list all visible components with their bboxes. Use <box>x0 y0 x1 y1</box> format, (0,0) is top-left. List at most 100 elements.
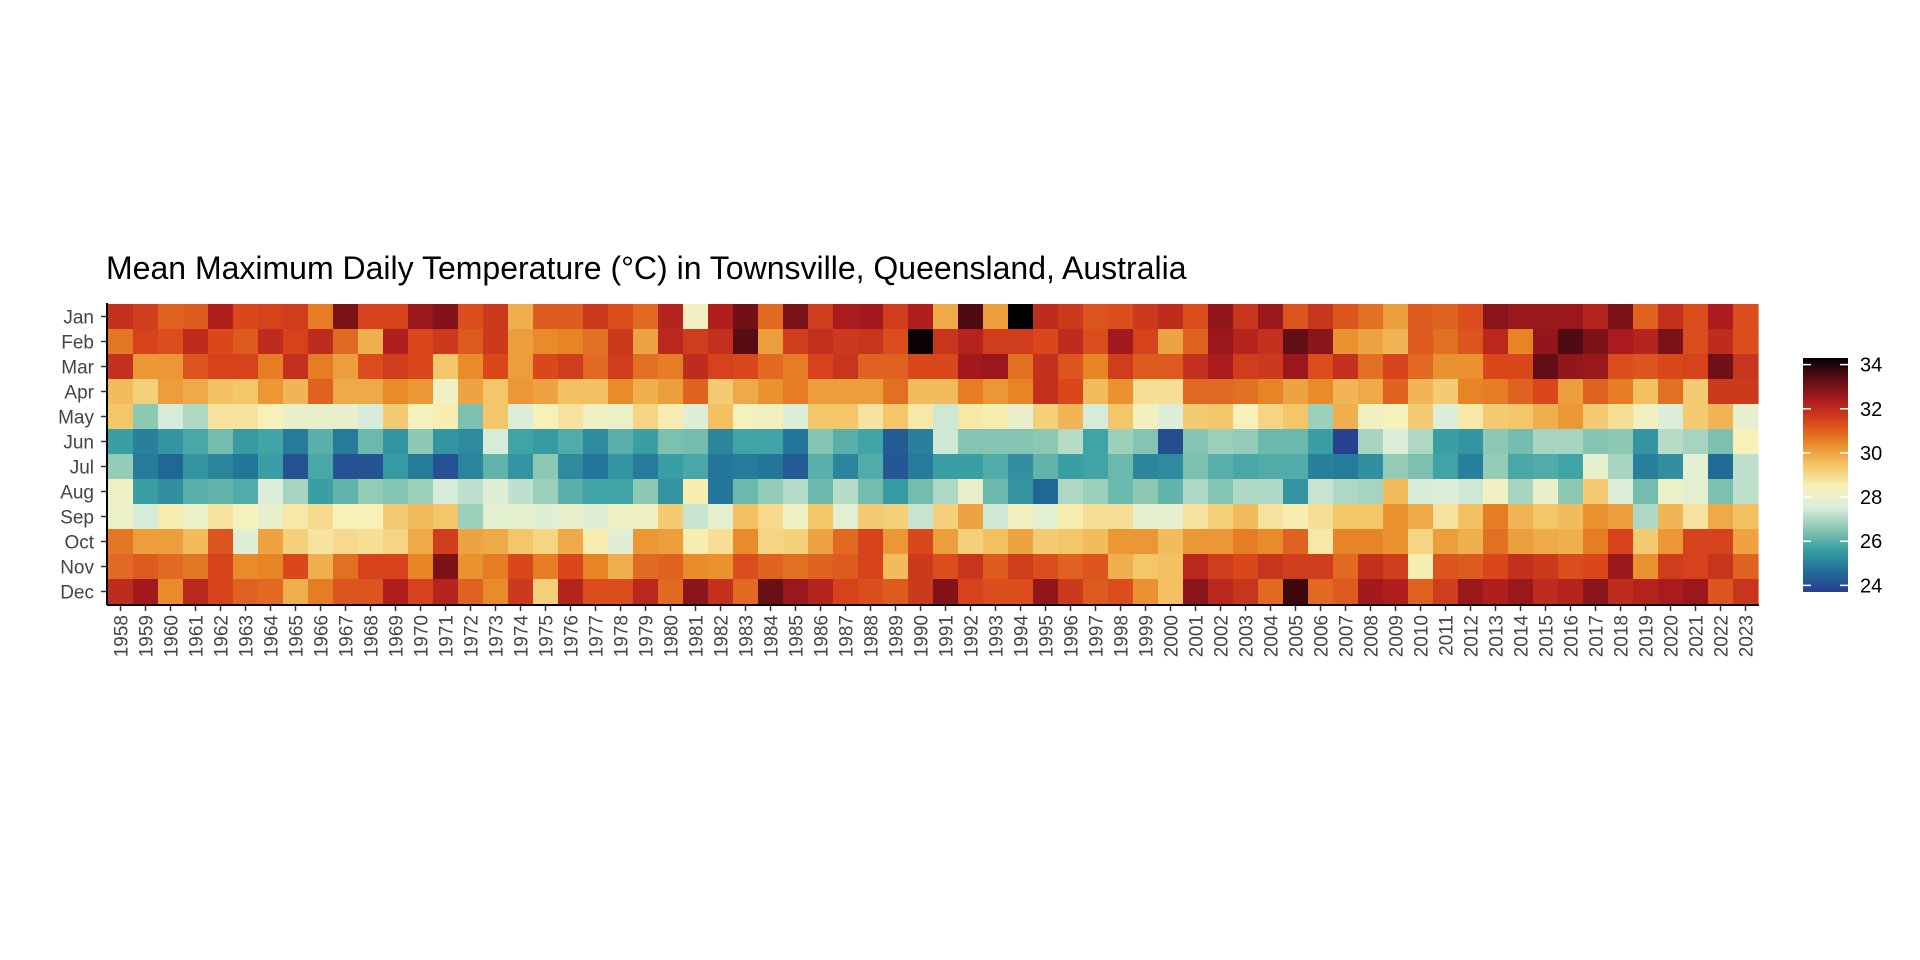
heatmap-cell <box>1708 529 1734 555</box>
heatmap-cell <box>708 479 734 505</box>
heatmap-cell <box>683 354 709 380</box>
heatmap-cell <box>958 354 984 380</box>
x-tick-label: 1960 <box>162 615 183 657</box>
heatmap-cell <box>283 504 309 530</box>
heatmap-cell <box>858 579 884 605</box>
heatmap-cell <box>883 479 909 505</box>
heatmap-cell <box>1283 554 1309 580</box>
x-tick-label: 1985 <box>787 615 808 657</box>
heatmap-cell <box>983 579 1009 605</box>
y-tick-label: Nov <box>60 558 94 579</box>
heatmap-cell <box>1283 529 1309 555</box>
heatmap-cell <box>1483 304 1509 330</box>
heatmap-cell <box>908 579 934 605</box>
x-tick-label: 2013 <box>1487 615 1508 657</box>
heatmap-cell <box>758 454 784 480</box>
heatmap-cell <box>283 379 309 405</box>
heatmap-cell <box>1533 554 1559 580</box>
heatmap-cell <box>1208 304 1234 330</box>
heatmap-cell <box>1358 504 1384 530</box>
x-tick-label: 2016 <box>1562 615 1583 657</box>
heatmap-cell <box>333 429 359 455</box>
heatmap-cell <box>1058 504 1084 530</box>
heatmap-cell <box>633 304 659 330</box>
heatmap-cell <box>1183 304 1209 330</box>
heatmap-cell <box>583 454 609 480</box>
heatmap-cell <box>833 554 859 580</box>
heatmap-cell <box>608 429 634 455</box>
heatmap-cell <box>1183 454 1209 480</box>
heatmap-cell <box>1558 504 1584 530</box>
heatmap-cell <box>533 354 559 380</box>
heatmap-cell <box>333 529 359 555</box>
heatmap-cell <box>858 404 884 430</box>
heatmap-cell <box>708 454 734 480</box>
heatmap-cell <box>133 404 159 430</box>
heatmap-cell <box>1733 379 1759 405</box>
heatmap-cell <box>1483 354 1509 380</box>
x-tick-label: 2000 <box>1162 615 1183 657</box>
x-tick-labels: 1958 1959 1960 1961 1962 1963 1964 1965 1966 1967… <box>112 605 1758 657</box>
heatmap-cell <box>608 404 634 430</box>
heatmap-cell <box>1083 354 1109 380</box>
heatmap-cell <box>1508 429 1534 455</box>
heatmap-cell <box>308 479 334 505</box>
heatmap-cell <box>1558 529 1584 555</box>
heatmap-cell <box>1108 529 1134 555</box>
heatmap-cell <box>1033 529 1059 555</box>
heatmap-cell <box>1458 479 1484 505</box>
heatmap-cell <box>1208 504 1234 530</box>
heatmap-cell <box>458 304 484 330</box>
heatmap-cell <box>1233 429 1259 455</box>
heatmap-cell <box>1733 454 1759 480</box>
heatmap-cell <box>258 454 284 480</box>
heatmap-cell <box>508 429 534 455</box>
heatmap-cell <box>108 504 134 530</box>
heatmap-cell <box>283 354 309 380</box>
heatmap-cell <box>1608 479 1634 505</box>
heatmap-cell <box>1108 379 1134 405</box>
heatmap-cell <box>1083 554 1109 580</box>
heatmap-cell <box>1333 329 1359 355</box>
x-tick-label: 2021 <box>1687 615 1708 657</box>
x-tick-label: 2011 <box>1437 615 1458 656</box>
heatmap-cell <box>383 529 409 555</box>
heatmap-cell <box>1283 504 1309 530</box>
heatmap-cell <box>933 329 959 355</box>
heatmap-cell <box>558 529 584 555</box>
heatmap-cell <box>658 454 684 480</box>
heatmap-cell <box>1483 329 1509 355</box>
heatmap-cell <box>1158 579 1184 605</box>
heatmap-cell <box>883 429 909 455</box>
heatmap-cell <box>183 504 209 530</box>
heatmap-cell <box>933 354 959 380</box>
heatmap-cell <box>158 504 184 530</box>
heatmap-cell <box>433 504 459 530</box>
heatmap-cell <box>783 579 809 605</box>
heatmap-cell <box>1183 554 1209 580</box>
y-tick-label: Apr <box>64 383 94 404</box>
x-tick-label: 1978 <box>612 615 633 657</box>
heatmap-cell <box>858 479 884 505</box>
heatmap-cell <box>1133 329 1159 355</box>
x-tick-label: 2012 <box>1462 615 1483 657</box>
heatmap-cell <box>1558 379 1584 405</box>
heatmap-cell <box>1633 579 1659 605</box>
x-tick-label: 1959 <box>137 615 158 657</box>
heatmap-cell <box>208 479 234 505</box>
x-tick-label: 2020 <box>1662 615 1683 657</box>
heatmap-cell <box>1258 379 1284 405</box>
heatmap-cell <box>1208 579 1234 605</box>
heatmap-cell <box>258 379 284 405</box>
heatmap-cell <box>408 404 434 430</box>
heatmap-cell <box>1258 429 1284 455</box>
heatmap-cell <box>1358 429 1384 455</box>
heatmap-cell <box>708 379 734 405</box>
heatmap-cell <box>608 354 634 380</box>
heatmap-cell <box>1383 579 1409 605</box>
heatmap-cell <box>108 479 134 505</box>
heatmap-cell <box>808 479 834 505</box>
heatmap-cell <box>1158 404 1184 430</box>
heatmap-cell <box>983 354 1009 380</box>
x-tick-label: 2010 <box>1412 615 1433 657</box>
